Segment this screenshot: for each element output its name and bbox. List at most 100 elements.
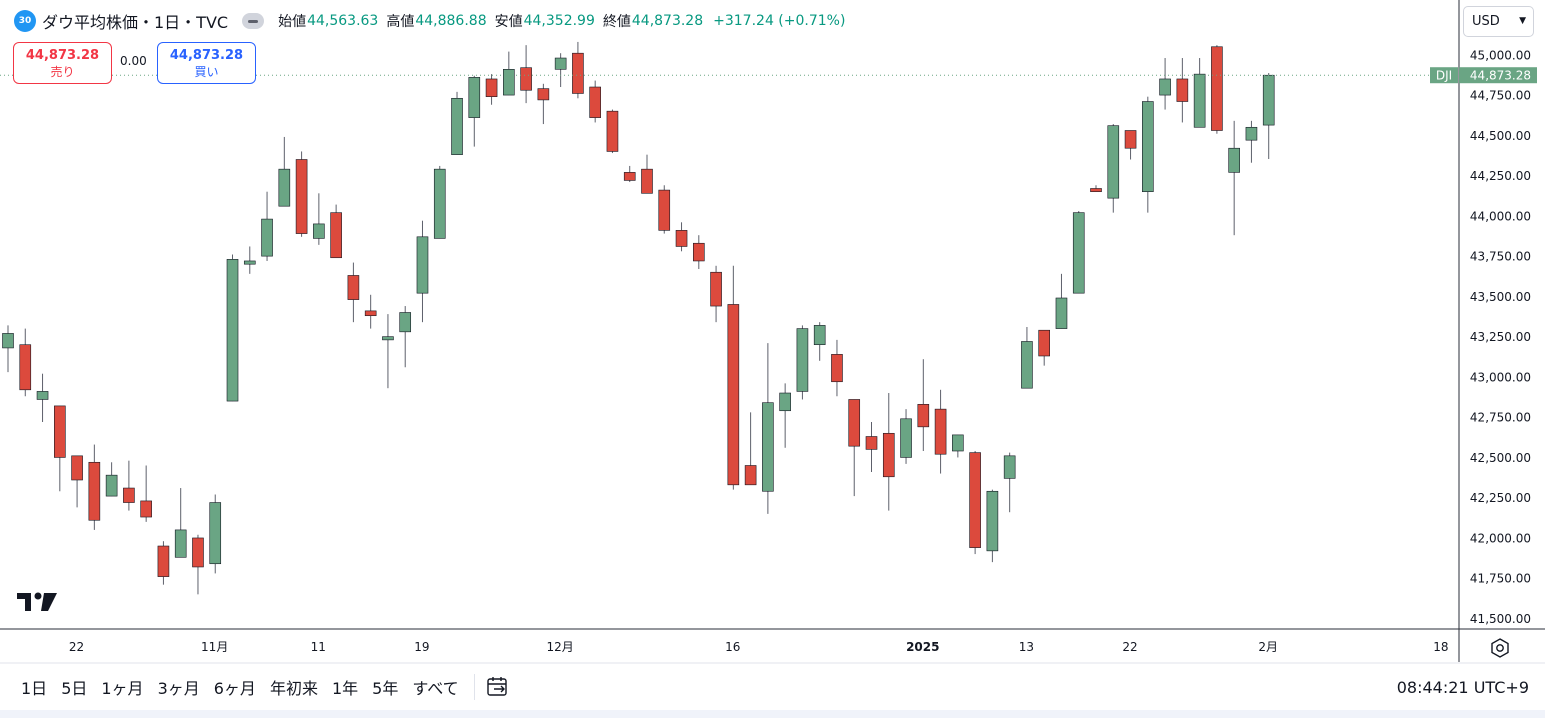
currency-select[interactable]: USD ▼ <box>1463 6 1534 37</box>
range-5d[interactable]: 5日 <box>61 679 88 698</box>
candle-down[interactable] <box>485 74 498 105</box>
candle-up[interactable] <box>226 254 239 402</box>
range-1m[interactable]: 1ヶ月 <box>101 679 144 698</box>
candle-down[interactable] <box>295 151 308 237</box>
settings-icon[interactable] <box>1489 637 1511 659</box>
candle-down[interactable] <box>54 405 66 492</box>
candle-up[interactable] <box>174 488 187 558</box>
clock-timezone[interactable]: 08:44:21 UTC+9 <box>1396 677 1529 697</box>
range-1d[interactable]: 1日 <box>21 679 48 698</box>
candle-down[interactable] <box>572 41 584 99</box>
range-1y[interactable]: 1年 <box>331 679 359 698</box>
candle-down[interactable] <box>1211 45 1223 134</box>
candle-down[interactable] <box>831 339 843 397</box>
candle-down[interactable] <box>589 80 601 123</box>
candle-up[interactable] <box>986 489 999 563</box>
candle-up[interactable] <box>243 246 256 274</box>
candle-down[interactable] <box>710 265 722 323</box>
candle-body <box>1090 188 1102 193</box>
candle-up[interactable] <box>813 322 826 361</box>
candle-down[interactable] <box>641 154 653 194</box>
candle-down[interactable] <box>192 534 204 595</box>
candle-down[interactable] <box>744 412 757 486</box>
candle-down[interactable] <box>1090 185 1102 193</box>
candle-up[interactable] <box>900 409 912 464</box>
candle-up[interactable] <box>468 75 481 147</box>
candle-up[interactable] <box>952 434 964 458</box>
candle-up[interactable] <box>36 373 49 423</box>
candle-up[interactable] <box>1072 211 1085 294</box>
candle-down[interactable] <box>658 185 671 234</box>
candle-up[interactable] <box>1107 124 1120 213</box>
sell-label: 売り <box>50 65 75 79</box>
range-3m[interactable]: 3ヶ月 <box>157 679 200 698</box>
candle-up[interactable] <box>416 220 429 323</box>
candle-up[interactable] <box>105 462 118 497</box>
candle-down[interactable] <box>330 204 342 259</box>
symbol-title[interactable]: ダウ平均株価・1日・TVC <box>42 13 229 32</box>
candle-down[interactable] <box>347 262 360 323</box>
candle-up[interactable] <box>1228 120 1240 236</box>
low-value: 44,352.99 <box>523 13 595 29</box>
candle-body <box>1055 297 1068 329</box>
goto-date-icon[interactable] <box>485 674 511 700</box>
candle-up[interactable] <box>209 494 222 574</box>
candle-down[interactable] <box>623 165 636 183</box>
y-tick-label: 41,500.00 <box>1470 612 1531 626</box>
candle-down[interactable] <box>969 451 981 555</box>
candle-up[interactable] <box>1193 58 1206 128</box>
candle-up[interactable] <box>261 191 273 261</box>
candle-up[interactable] <box>278 136 291 207</box>
candle-up[interactable] <box>1021 326 1033 389</box>
candle-down[interactable] <box>675 222 688 252</box>
candle-up[interactable] <box>1159 58 1171 110</box>
candle-down[interactable] <box>520 45 532 104</box>
candle-down[interactable] <box>692 235 705 270</box>
y-tick-label: 42,750.00 <box>1470 411 1531 425</box>
range-ytd[interactable]: 年初来 <box>269 679 318 698</box>
candle-up[interactable] <box>2 325 14 373</box>
candle-body <box>1142 101 1154 193</box>
candle-down[interactable] <box>1176 58 1189 123</box>
sell-button[interactable]: 44,873.28 売り <box>13 42 112 84</box>
candle-down[interactable] <box>19 328 32 397</box>
candle-up[interactable] <box>779 383 791 448</box>
candle-up[interactable] <box>503 51 515 96</box>
candle-up[interactable] <box>1245 120 1258 163</box>
range-6m[interactable]: 6ヶ月 <box>213 679 256 698</box>
candle-up[interactable] <box>382 314 394 389</box>
candle-down[interactable] <box>88 444 101 530</box>
candle-up[interactable] <box>554 53 567 88</box>
candle-up[interactable] <box>1262 73 1275 160</box>
candle-down[interactable] <box>865 422 878 472</box>
candle-up[interactable] <box>796 325 809 400</box>
range-5y[interactable]: 5年 <box>372 679 399 698</box>
candle-down[interactable] <box>71 455 83 508</box>
buy-button[interactable]: 44,873.28 買い <box>157 42 256 84</box>
candle-down[interactable] <box>1124 130 1137 160</box>
candle-down[interactable] <box>727 265 740 490</box>
candle-down[interactable] <box>123 460 135 511</box>
candle-down[interactable] <box>157 541 170 585</box>
candle-up[interactable] <box>1142 96 1154 213</box>
candle-down[interactable] <box>934 389 947 474</box>
candle-up[interactable] <box>1055 273 1068 329</box>
tradingview-logo[interactable] <box>17 591 59 613</box>
hide-legend-icon[interactable] <box>242 13 265 29</box>
candle-down[interactable] <box>140 465 152 522</box>
candle-down[interactable] <box>848 399 861 497</box>
candle-up[interactable] <box>1003 452 1016 513</box>
candle-down[interactable] <box>1038 329 1050 366</box>
candle-up[interactable] <box>313 193 325 245</box>
range-all[interactable]: すべて <box>412 679 459 698</box>
candle-up[interactable] <box>451 91 463 155</box>
candle-down[interactable] <box>917 359 930 452</box>
candle-up[interactable] <box>762 343 774 514</box>
candle-down[interactable] <box>882 393 895 511</box>
candle-down[interactable] <box>606 109 619 154</box>
candle-up[interactable] <box>433 165 446 239</box>
candle-up[interactable] <box>399 306 412 368</box>
candle-down[interactable] <box>364 294 377 329</box>
candle-down[interactable] <box>537 83 550 125</box>
